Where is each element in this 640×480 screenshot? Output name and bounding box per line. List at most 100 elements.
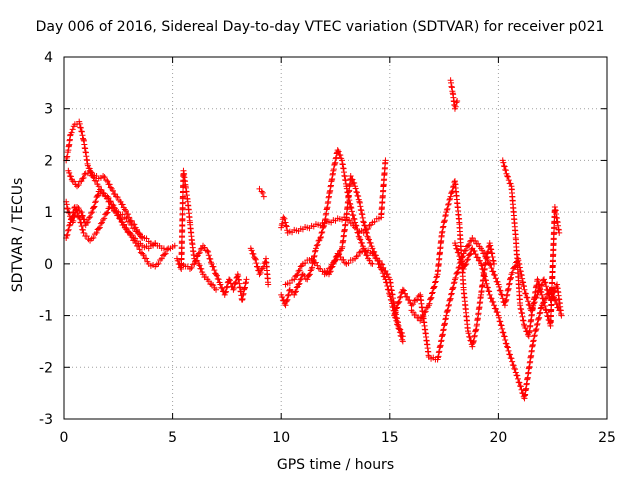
data-point xyxy=(285,291,292,298)
y-tick-label: 4 xyxy=(44,50,53,66)
data-point xyxy=(367,240,374,247)
data-point xyxy=(369,260,376,267)
data-point xyxy=(162,250,169,257)
data-point xyxy=(351,216,358,223)
data-point xyxy=(463,261,470,268)
data-point xyxy=(429,289,436,296)
data-point xyxy=(320,223,327,230)
data-point xyxy=(328,261,335,268)
data-point xyxy=(63,232,70,239)
data-point xyxy=(553,301,560,308)
data-point xyxy=(444,306,451,313)
plot-frame xyxy=(63,56,608,420)
data-point xyxy=(102,176,109,183)
data-point xyxy=(125,211,132,218)
data-point xyxy=(104,209,111,216)
data-point xyxy=(395,299,402,306)
data-point xyxy=(556,229,563,236)
data-point xyxy=(186,266,193,273)
data-point xyxy=(79,227,86,234)
data-point xyxy=(196,262,203,269)
data-point xyxy=(499,295,506,302)
data-point xyxy=(123,215,130,222)
y-axis-label: SDTVAR / TECUs xyxy=(10,177,26,293)
data-point xyxy=(525,298,532,305)
data-point xyxy=(356,235,363,241)
data-point xyxy=(351,180,358,187)
data-point xyxy=(392,309,399,316)
x-tick-label: 20 xyxy=(489,430,507,446)
data-point xyxy=(201,244,208,251)
data-point xyxy=(469,235,476,241)
data-point xyxy=(89,172,96,179)
data-point xyxy=(345,260,352,267)
data-point xyxy=(541,276,548,283)
data-point xyxy=(295,281,302,288)
data-point xyxy=(433,274,440,281)
data-point xyxy=(360,219,367,226)
data-point xyxy=(90,204,97,211)
data-point xyxy=(465,330,472,337)
data-point xyxy=(501,333,508,340)
data-point xyxy=(446,196,453,203)
data-point xyxy=(195,250,202,257)
data-point xyxy=(120,222,127,229)
data-point xyxy=(256,271,263,278)
data-point xyxy=(104,178,111,185)
data-point xyxy=(65,226,72,233)
data-point xyxy=(107,198,114,205)
data-point xyxy=(488,264,495,271)
data-point xyxy=(547,297,554,304)
data-point xyxy=(492,305,499,312)
data-point xyxy=(294,271,301,278)
data-point xyxy=(315,265,322,272)
data-point xyxy=(119,201,126,208)
data-point xyxy=(396,329,403,336)
data-point xyxy=(369,245,376,252)
data-point xyxy=(486,288,493,295)
data-point xyxy=(79,175,86,182)
x-tick-label: 0 xyxy=(60,430,69,446)
data-point xyxy=(64,231,71,238)
data-point xyxy=(363,226,370,233)
data-point xyxy=(74,183,81,190)
data-point xyxy=(394,304,401,311)
data-point xyxy=(291,276,298,283)
data-point xyxy=(448,290,455,297)
data-point xyxy=(222,288,229,295)
data-point xyxy=(330,260,337,267)
data-point xyxy=(123,226,130,233)
data-point xyxy=(189,261,196,268)
data-point xyxy=(71,178,78,185)
data-point xyxy=(444,308,451,315)
data-point xyxy=(110,204,117,211)
data-point xyxy=(69,178,76,185)
data-point xyxy=(548,294,555,301)
data-point xyxy=(447,295,454,302)
x-tick-label: 5 xyxy=(168,430,177,446)
data-point xyxy=(449,285,456,292)
data-point xyxy=(461,247,468,254)
data-point xyxy=(260,193,267,200)
data-point xyxy=(396,298,403,305)
data-point xyxy=(517,383,524,390)
data-point xyxy=(551,288,558,295)
data-point xyxy=(81,171,88,178)
data-point xyxy=(312,245,319,252)
data-point xyxy=(78,128,85,135)
data-point xyxy=(543,309,550,316)
data-point xyxy=(408,302,415,309)
data-point xyxy=(492,275,499,282)
data-point xyxy=(496,283,503,290)
data-point xyxy=(451,276,458,283)
data-point xyxy=(530,338,537,345)
data-point xyxy=(457,256,464,263)
data-point xyxy=(191,260,198,267)
data-point xyxy=(391,310,398,317)
data-point xyxy=(454,269,461,276)
data-point xyxy=(431,283,438,290)
data-point xyxy=(497,287,504,294)
data-point xyxy=(205,248,212,255)
data-point xyxy=(445,201,452,208)
